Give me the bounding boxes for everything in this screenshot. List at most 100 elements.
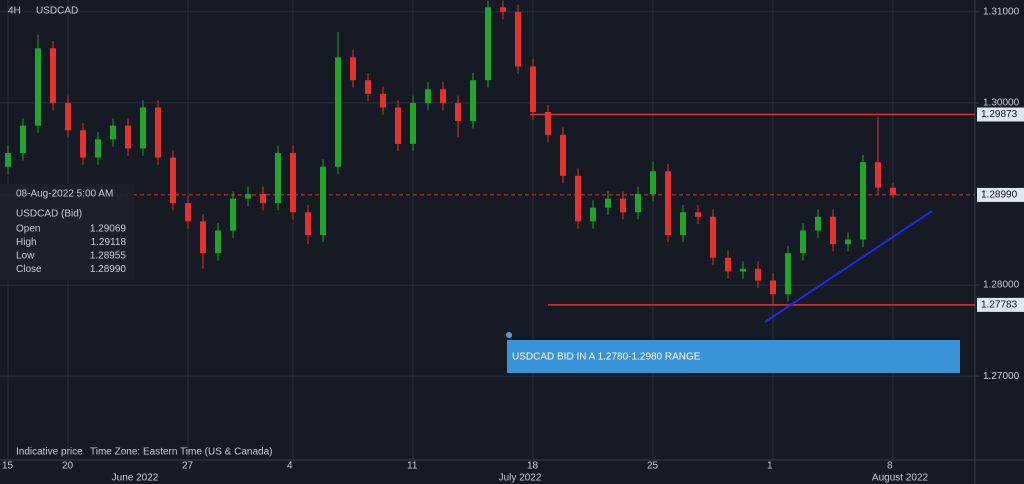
candle-body [890, 187, 896, 195]
candle-body [95, 139, 101, 158]
y-tick-label: 1.31000 [983, 6, 1020, 17]
footer-text: Time Zone: Eastern Time (US & Canada) [90, 447, 272, 458]
plot-area [0, 0, 975, 460]
candle-body [380, 93, 386, 108]
candle-body [740, 268, 746, 272]
candle-body [650, 171, 656, 195]
month-label: June 2022 [112, 473, 159, 484]
x-tick-label: 8 [887, 461, 893, 472]
candle-body [605, 198, 611, 208]
info-value: 1.29069 [90, 224, 127, 235]
candle-body [815, 216, 821, 231]
y-tick-label: 1.27000 [983, 371, 1020, 382]
candle-body [155, 107, 161, 158]
candle-body [140, 107, 146, 149]
y-tick-label: 1.30000 [983, 98, 1020, 109]
price-label-box [977, 107, 1024, 122]
candle-body [230, 198, 236, 231]
x-tick-label: 4 [287, 461, 293, 472]
candle-body [440, 89, 446, 103]
candle-body [65, 102, 71, 131]
candle-body [575, 175, 581, 222]
candle-body [515, 11, 521, 67]
candle-body [500, 7, 506, 12]
candle-body [785, 253, 791, 295]
price-label-box [977, 187, 1024, 202]
candle-body [20, 125, 26, 154]
timeframe: 4H [8, 6, 21, 17]
candle-body [545, 112, 551, 135]
candle-body [755, 268, 761, 281]
candle-body [710, 216, 716, 258]
info-value: 1.29118 [91, 237, 127, 248]
annotation-text: USDCAD BID IN A 1.2780-1.2980 RANGE [512, 352, 701, 363]
info-label: Low [16, 251, 35, 262]
x-tick-label: 18 [527, 461, 539, 472]
candle-body [185, 203, 191, 222]
candle-body [800, 230, 806, 254]
candle-body [350, 57, 356, 81]
month-label: July 2022 [499, 473, 542, 484]
x-tick-label: 15 [2, 461, 14, 472]
x-tick-label: 1 [767, 461, 773, 472]
candle-body [845, 239, 851, 245]
candle-body [770, 280, 776, 295]
candle-body [245, 194, 251, 199]
trend-line [764, 210, 933, 323]
candle-body [425, 89, 431, 103]
candle-body [455, 102, 461, 122]
candle-body [275, 153, 281, 204]
candle-body [620, 198, 626, 213]
candle-body [680, 212, 686, 236]
level-label: 1.29873 [981, 109, 1018, 120]
candle-body [5, 153, 11, 167]
level-label: 1.27783 [981, 300, 1018, 311]
candle-body [200, 221, 206, 254]
candle-body [50, 48, 56, 103]
candle-body [530, 66, 536, 113]
crosshair-time: 08-Aug-2022 5:00 AM [16, 189, 113, 200]
x-tick-label: 20 [62, 461, 74, 472]
candle-body [110, 125, 116, 140]
candle-body [695, 212, 701, 217]
footer-text: Indicative price [16, 447, 83, 458]
x-tick-label: 25 [647, 461, 659, 472]
info-value: 1.28990 [90, 264, 127, 275]
candle-body [875, 162, 881, 188]
candle-body [365, 80, 371, 94]
info-label: High [16, 237, 37, 248]
candle-body [485, 7, 491, 81]
candle-body [35, 48, 41, 126]
candle-body [470, 80, 476, 122]
candle-body [830, 216, 836, 245]
current-price-label: 1.28990 [981, 190, 1018, 201]
candle-body [410, 102, 416, 144]
candle-body [320, 166, 326, 236]
annotation-anchor [506, 332, 512, 338]
info-label: Close [16, 264, 42, 275]
candle-body [860, 162, 866, 240]
x-tick-label: 11 [407, 461, 418, 472]
candle-body [260, 194, 266, 204]
candle-body [560, 134, 566, 176]
candle-body [290, 153, 296, 213]
info-label: Open [16, 224, 40, 235]
candle-body [335, 57, 341, 167]
x-tick-label: 27 [182, 461, 194, 472]
annotation-box [507, 340, 960, 373]
month-label: August 2022 [872, 473, 929, 484]
price-label-box [977, 297, 1024, 312]
info-panel [0, 184, 134, 280]
symbol-title: USDCAD [36, 6, 78, 17]
candle-body [215, 230, 221, 254]
y-tick-label: 1.28000 [983, 280, 1020, 291]
candle-body [80, 130, 86, 158]
candle-body [170, 157, 176, 204]
info-title: USDCAD (Bid) [16, 209, 82, 220]
candle-body [635, 194, 641, 213]
candle-body [125, 125, 131, 149]
candle-body [395, 107, 401, 144]
candle-body [725, 257, 731, 272]
